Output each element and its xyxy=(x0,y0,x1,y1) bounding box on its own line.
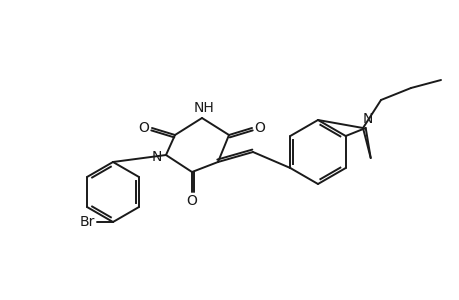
Text: N: N xyxy=(362,112,372,126)
Text: Br: Br xyxy=(79,215,95,229)
Text: O: O xyxy=(254,121,265,135)
Text: N: N xyxy=(151,150,162,164)
Text: NH: NH xyxy=(193,101,214,115)
Text: O: O xyxy=(138,121,149,135)
Text: O: O xyxy=(186,194,197,208)
